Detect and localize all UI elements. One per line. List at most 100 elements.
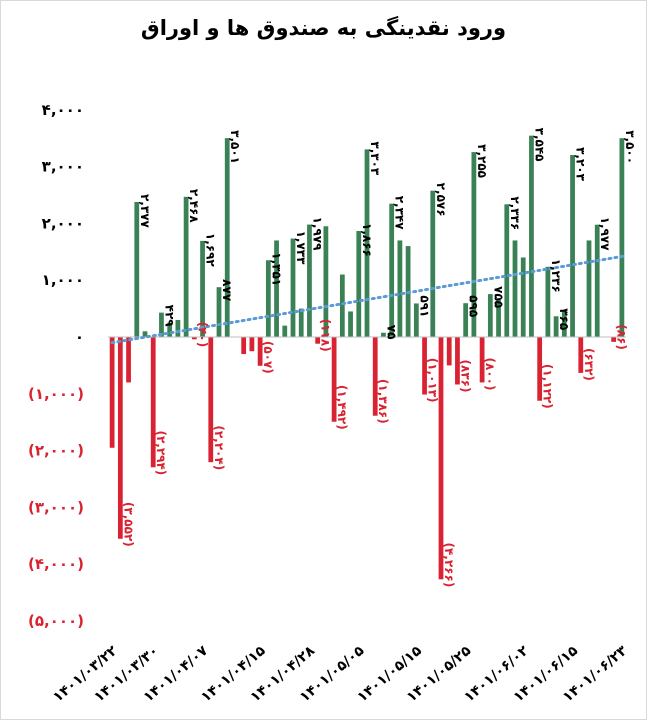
- data-label: ۷۵: [384, 325, 398, 340]
- y-tick-label: ۲,۰۰۰: [42, 214, 84, 232]
- data-label: (۱,۱۲۲): [541, 364, 555, 409]
- y-tick-label: (۳,۰۰۰): [28, 498, 84, 516]
- bar-positive: [282, 325, 288, 337]
- bar-positive: [430, 190, 436, 337]
- bar-negative: [372, 337, 378, 416]
- data-label: ۳,۲۰۳: [574, 147, 588, 182]
- bar-positive: [364, 149, 370, 337]
- data-label: ۲,۴۶۸: [187, 189, 201, 224]
- bar-negative: [479, 337, 485, 383]
- bar-positive: [183, 196, 189, 337]
- bar-positive: [471, 152, 477, 337]
- bar-negative: [455, 337, 460, 385]
- bar-positive: [512, 240, 518, 337]
- bar-positive: [586, 240, 592, 337]
- data-label: (۲,۲۰۴): [212, 425, 226, 470]
- data-label: (۵۰۷): [261, 341, 275, 374]
- bar-positive: [175, 319, 181, 337]
- bar-positive: [348, 311, 353, 337]
- data-label: ۲,۳۳۶: [508, 196, 522, 230]
- data-label: ۲,۳۴۷: [393, 196, 407, 231]
- bar-negative: [257, 337, 263, 366]
- data-label: ۷۵۵: [491, 286, 505, 308]
- data-label: ۳,۳۰۳: [368, 141, 382, 176]
- bar-positive: [545, 266, 551, 337]
- data-label: (۸۳۶): [458, 360, 472, 393]
- bar-positive: [307, 224, 312, 337]
- bar-positive: [487, 294, 493, 337]
- bar-positive: [496, 300, 501, 337]
- bar-negative: [109, 337, 115, 448]
- data-label: (۱,۴۹۲): [335, 385, 349, 430]
- bar-positive: [529, 135, 534, 337]
- bar-negative: [208, 337, 214, 463]
- data-label: ۵۹۵: [467, 295, 481, 317]
- bar-negative: [438, 337, 444, 580]
- data-label: (۳,۵۵۲): [121, 502, 135, 547]
- bar-positive: [504, 204, 510, 337]
- bar-negative: [241, 337, 247, 355]
- bar-positive: [200, 240, 205, 337]
- bar-positive: [381, 332, 386, 337]
- data-label: (۱,۰۱۳): [426, 358, 440, 403]
- chart-title: ورود نقدینگی به صندوق ها و اوراق: [140, 16, 507, 40]
- bar-positive: [463, 303, 469, 337]
- bar-positive: [265, 260, 271, 337]
- data-label: (۸۰۰): [483, 357, 497, 390]
- data-label: ۱,۳۵۱: [269, 252, 283, 286]
- bar-positive: [159, 312, 164, 337]
- bar-negative: [446, 337, 452, 366]
- bar-negative: [150, 337, 156, 468]
- bar-negative: [191, 337, 197, 340]
- bar-positive: [134, 201, 140, 337]
- data-label: ۸۷۷: [220, 279, 234, 302]
- y-tick-label: (۲,۰۰۰): [28, 442, 84, 460]
- bar-negative: [315, 337, 321, 344]
- data-label: ۳۶۵: [557, 308, 571, 330]
- y-tick-label: ۱,۰۰۰: [42, 271, 84, 289]
- data-label: (۸۶): [615, 324, 629, 350]
- data-label: ۱,۸۶۶: [360, 223, 374, 257]
- bar-positive: [570, 155, 575, 337]
- data-label: ۱,۲۳۶: [549, 259, 563, 293]
- bar-positive: [224, 138, 230, 337]
- bar-negative: [249, 337, 255, 352]
- data-label: ۳,۵۰۰: [623, 130, 637, 164]
- data-label: ۵۹۱: [417, 295, 431, 317]
- bar-positive: [142, 331, 148, 337]
- data-label: ۱,۶۹۲: [204, 233, 218, 268]
- data-label: ۱,۷۳۳: [294, 231, 308, 266]
- data-label: ۱,۹۷۹: [310, 217, 324, 252]
- data-label: (۴,۲۶۶): [442, 542, 456, 587]
- data-label: ۴۲۹: [162, 305, 176, 328]
- data-label: (۲,۲۹۴): [154, 430, 168, 475]
- y-tick-label: ۰: [75, 328, 84, 346]
- bar-positive: [216, 287, 222, 337]
- bar-negative: [578, 337, 584, 373]
- data-label: ۳,۵۴۵: [532, 128, 546, 162]
- y-tick-label: (۱,۰۰۰): [28, 385, 84, 403]
- bar-positive: [339, 274, 345, 337]
- data-label: ۳,۲۵۵: [475, 144, 489, 178]
- bar-positive: [274, 240, 279, 337]
- bar-negative: [422, 337, 427, 395]
- data-label: (۶۳۲): [582, 348, 596, 381]
- bar-positive: [413, 303, 419, 337]
- trendline: [110, 254, 628, 345]
- bar-positive: [619, 138, 625, 337]
- data-label: ۳,۵۰۱: [228, 130, 242, 164]
- bar-positive: [594, 224, 600, 337]
- data-label: ۲,۳۷۷: [138, 194, 152, 229]
- data-label: (۱۱۸): [319, 319, 333, 352]
- bar-negative: [117, 337, 123, 539]
- bar-negative: [537, 337, 543, 401]
- data-label: ۲,۵۷۶: [434, 183, 448, 217]
- y-tick-label: ۳,۰۰۰: [42, 158, 84, 176]
- bar-positive: [356, 231, 362, 337]
- bar-negative: [126, 337, 131, 383]
- data-label: ۱,۹۷۷: [598, 217, 612, 252]
- y-tick-label: (۵,۰۰۰): [28, 612, 84, 630]
- bar-positive: [553, 316, 559, 337]
- bar-positive: [520, 257, 526, 337]
